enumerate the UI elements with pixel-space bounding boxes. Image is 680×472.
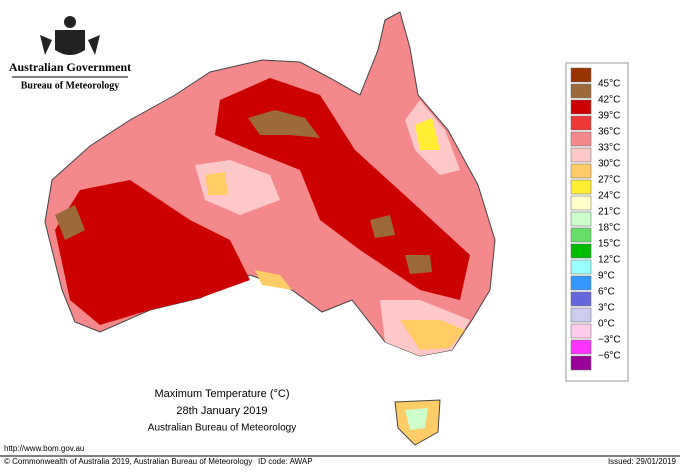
legend-swatch (570, 339, 592, 355)
legend-label: 12°C (598, 255, 620, 266)
legend-label: 15°C (598, 239, 620, 250)
legend-swatch (570, 211, 592, 227)
legend-swatch (570, 275, 592, 291)
caption-date: 28th January 2019 (176, 405, 267, 417)
legend-swatch (570, 179, 592, 195)
temperature-map (44, 11, 496, 446)
footer-id: ID code: AWAP (258, 457, 313, 466)
legend-swatch (570, 99, 592, 115)
legend-label: 42°C (598, 95, 620, 106)
legend-label: 24°C (598, 191, 620, 202)
legend-swatch (570, 291, 592, 307)
legend-label: 6°C (598, 287, 615, 298)
caption-source: Australian Bureau of Meteorology (148, 423, 296, 434)
legend-swatch (570, 259, 592, 275)
footer-copyright: © Commonwealth of Australia 2019, Austra… (4, 457, 252, 466)
legend-label: −6°C (598, 351, 621, 362)
agency-name: Bureau of Meteorology (21, 80, 120, 91)
legend-swatch (570, 131, 592, 147)
legend-swatch (570, 195, 592, 211)
legend-label: 21°C (598, 207, 620, 218)
legend-swatch (570, 115, 592, 131)
legend-label: 18°C (598, 223, 620, 234)
caption-title: Maximum Temperature (°C) (154, 388, 289, 400)
legend-swatch (570, 163, 592, 179)
legend-swatch (570, 67, 592, 83)
legend-swatch (570, 355, 592, 371)
legend-swatch (570, 323, 592, 339)
legend-swatch (570, 307, 592, 323)
legend: 45°C 42°C 39°C 36°C 33°C 30°C 27°C 24°C 21°C 18°C… (565, 62, 629, 382)
footer-issued: Issued: 29/01/2019 (608, 457, 677, 466)
legend-swatch (570, 147, 592, 163)
legend-label: 27°C (598, 175, 620, 186)
legend-swatch (570, 83, 592, 99)
legend-label: 3°C (598, 303, 615, 314)
legend-label: 33°C (598, 143, 620, 154)
legend-label: 39°C (598, 111, 620, 122)
legend-label: 45°C (598, 79, 620, 90)
legend-label: 36°C (598, 127, 620, 138)
legend-label: 30°C (598, 159, 620, 170)
legend-label: 9°C (598, 271, 615, 282)
legend-label: −3°C (598, 335, 621, 346)
legend-label: 0°C (598, 319, 615, 330)
footer-url: http://www.bom.gov.au (4, 444, 84, 453)
crest (40, 16, 100, 55)
legend-swatch (570, 227, 592, 243)
government-name: Australian Government (9, 60, 131, 74)
legend-swatch (570, 243, 592, 259)
